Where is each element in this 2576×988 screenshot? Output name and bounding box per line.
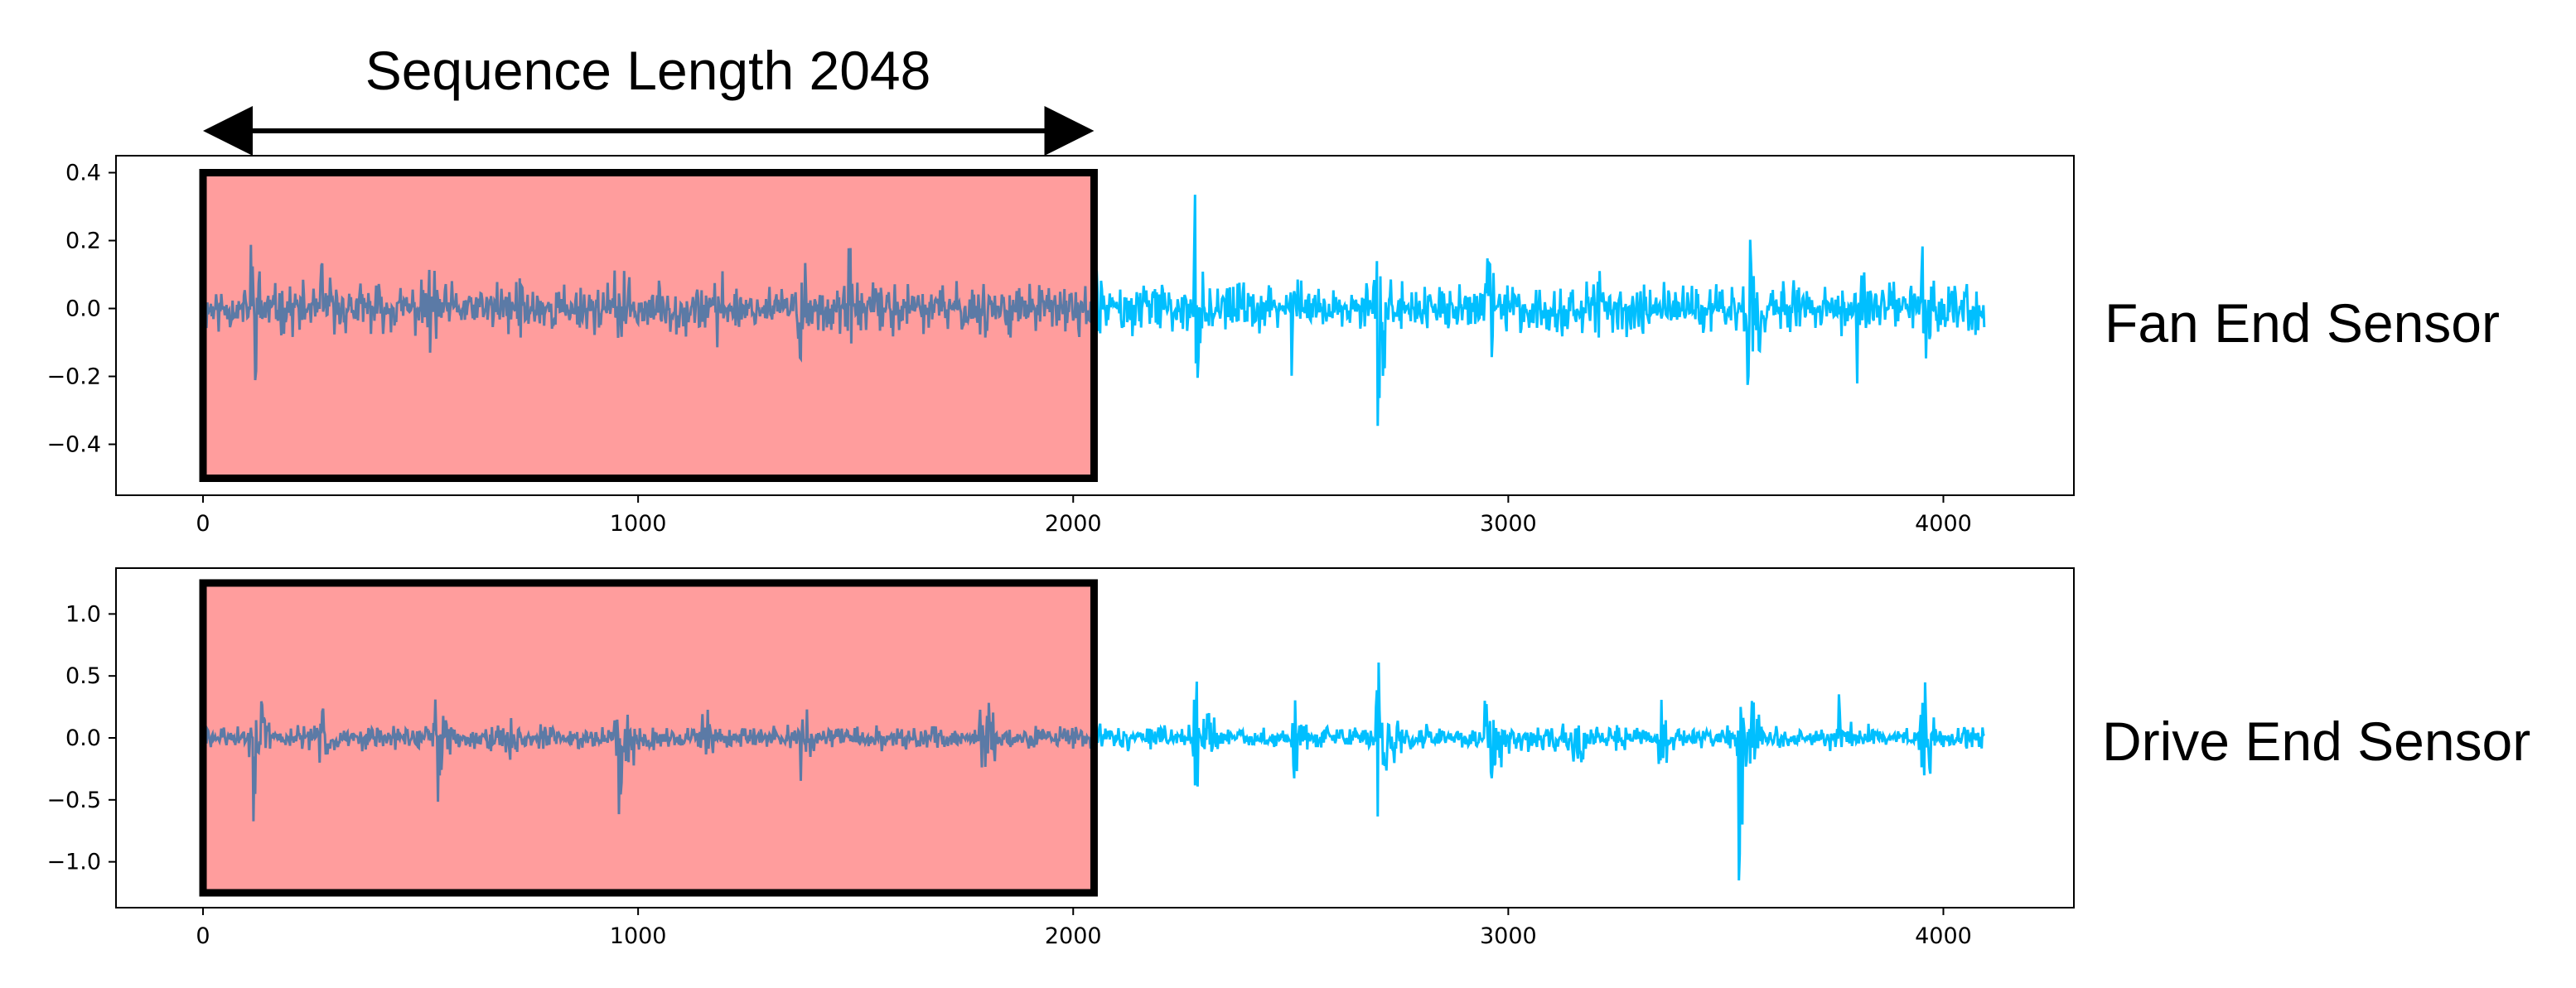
y-tick-label: 1.0 (65, 601, 101, 627)
x-tick-label: 1000 (610, 511, 667, 537)
fan-end-sensor-label: Fan End Sensor (2105, 292, 2500, 354)
y-tick-label: 0.5 (65, 663, 101, 689)
x-tick-label: 2000 (1045, 511, 1102, 537)
windowed-signal-line (201, 699, 1095, 822)
x-tick-label: 1000 (610, 923, 667, 949)
windowed-signal-line (201, 244, 1095, 381)
y-tick-label: 0.2 (65, 229, 101, 254)
plot-frame (115, 155, 2075, 496)
sequence-length-label: Sequence Length 2048 (365, 40, 931, 101)
x-tick-label: 0 (196, 923, 210, 949)
highlight-window-border (199, 169, 1098, 482)
y-tick-label: 0.0 (65, 296, 101, 322)
x-tick-label: 3000 (1480, 923, 1537, 949)
signal-line (1092, 662, 1985, 881)
y-tick-label: −0.4 (46, 432, 101, 458)
y-tick-label: −0.5 (46, 788, 101, 813)
y-tick-label: −0.2 (46, 364, 101, 390)
signal-line (1092, 195, 1986, 427)
drive-end-sensor-panel: 0 1000 2000 3000 4000 1.0 0.5 0.0 −0.5 −1.0 (46, 567, 2075, 949)
y-tick-label: 0.4 (65, 161, 101, 186)
fan-end-sensor-panel: 0 1000 2000 3000 4000 0.4 0.2 0.0 −0.2 −0.4 (46, 155, 2075, 537)
y-tick-label: −1.0 (46, 850, 101, 875)
x-tick-label: 4000 (1915, 923, 1972, 949)
x-tick-label: 3000 (1480, 511, 1537, 537)
x-tick-label: 2000 (1045, 923, 1102, 949)
x-tick-label: 0 (196, 511, 210, 537)
x-tick-label: 4000 (1915, 511, 1972, 537)
highlight-window-fill (203, 172, 1095, 479)
highlight-window-border (199, 579, 1098, 897)
drive-end-sensor-label: Drive End Sensor (2102, 711, 2530, 772)
y-tick-label: 0.0 (65, 725, 101, 751)
